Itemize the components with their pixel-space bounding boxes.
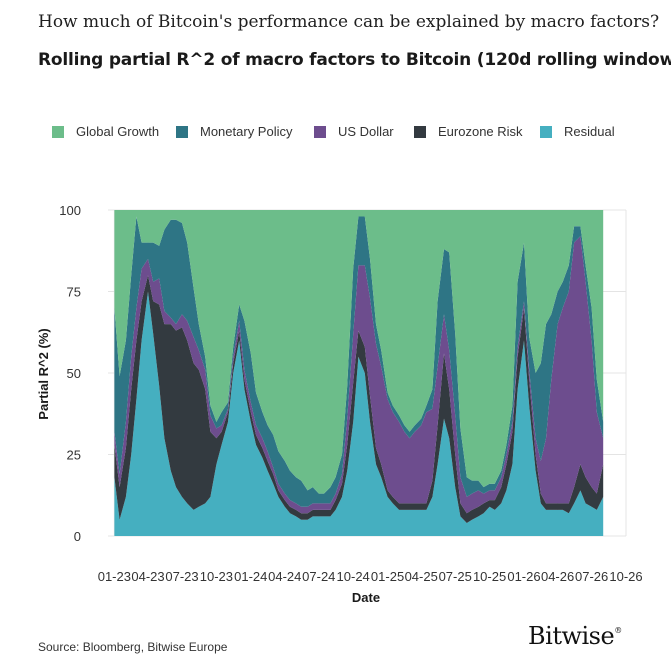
- x-axis-label: Date: [352, 590, 380, 605]
- legend-swatch-global-growth: [52, 125, 64, 138]
- x-tick-label-01-23: 01-23: [98, 569, 131, 584]
- legend-item-global-growth[interactable]: Global Growth: [52, 124, 159, 139]
- logo-text: Bitwise: [528, 622, 615, 650]
- y-tick-label-100: 100: [59, 203, 81, 218]
- x-tick-label-04-25: 04-25: [405, 569, 438, 584]
- legend-swatch-us-dollar: [314, 125, 326, 138]
- area-global-growth: [114, 210, 604, 494]
- y-tick-label-50: 50: [67, 366, 81, 381]
- logo-registered-mark: ®: [614, 626, 622, 635]
- x-tick-label-10-25: 10-25: [473, 569, 506, 584]
- area-monetary-policy: [114, 216, 604, 507]
- y-tick-label-75: 75: [67, 285, 81, 300]
- chart-title: Rolling partial R^2 of macro factors to …: [38, 50, 671, 70]
- x-tick-label-04-26: 04-26: [541, 569, 574, 584]
- legend-item-monetary-policy[interactable]: Monetary Policy: [176, 124, 292, 139]
- x-tick-label-04-24: 04-24: [268, 569, 301, 584]
- y-axis-label: Partial R^2 (%): [36, 328, 51, 419]
- x-tick-labels: 01-23 04-23 07-23 10-23 01-24 04-24 07-24 10-24…: [98, 569, 643, 584]
- x-tick-label-07-26: 07-26: [575, 569, 608, 584]
- legend-item-residual[interactable]: Residual: [540, 124, 615, 139]
- source-note: Source: Bloomberg, Bitwise Europe: [38, 640, 228, 654]
- legend-item-us-dollar[interactable]: US Dollar: [314, 124, 394, 139]
- bitwise-logo: Bitwise®: [528, 622, 622, 650]
- x-tick-label-07-24: 07-24: [302, 569, 335, 584]
- legend-label-global-growth: Global Growth: [76, 124, 160, 139]
- area-residual: [114, 291, 604, 536]
- x-tick-label-07-23: 07-23: [165, 569, 198, 584]
- x-tick-label-04-23: 04-23: [131, 569, 164, 584]
- x-tick-label-10-23: 10-23: [200, 569, 233, 584]
- x-tick-label-01-25: 01-25: [371, 569, 404, 584]
- area-us-dollar: [114, 236, 604, 514]
- x-tick-label-01-26: 01-26: [507, 569, 540, 584]
- x-tick-label-10-24: 10-24: [337, 569, 370, 584]
- legend-label-us-dollar: US Dollar: [338, 124, 394, 139]
- legend-swatch-residual: [540, 125, 552, 138]
- legend-label-residual: Residual: [564, 124, 615, 139]
- x-tick-label-01-24: 01-24: [234, 569, 267, 584]
- legend-label-eurozone-risk: Eurozone Risk: [438, 124, 523, 139]
- legend-label-monetary-policy: Monetary Policy: [200, 124, 293, 139]
- legend: Global Growth Monetary Policy US Dollar …: [52, 124, 652, 142]
- legend-swatch-eurozone-risk: [414, 125, 426, 138]
- y-tick-labels: 0 25 50 75 100: [59, 203, 81, 544]
- x-tick-label-10-26: 10-26: [609, 569, 642, 584]
- y-tick-label-0: 0: [74, 529, 81, 544]
- x-tick-label-07-25: 07-25: [439, 569, 472, 584]
- y-tick-label-25: 25: [67, 448, 81, 463]
- legend-swatch-monetary-policy: [176, 125, 188, 138]
- area-series: [114, 210, 604, 536]
- legend-item-eurozone-risk[interactable]: Eurozone Risk: [414, 124, 523, 139]
- chart-supertitle: How much of Bitcoin's performance can be…: [38, 12, 660, 32]
